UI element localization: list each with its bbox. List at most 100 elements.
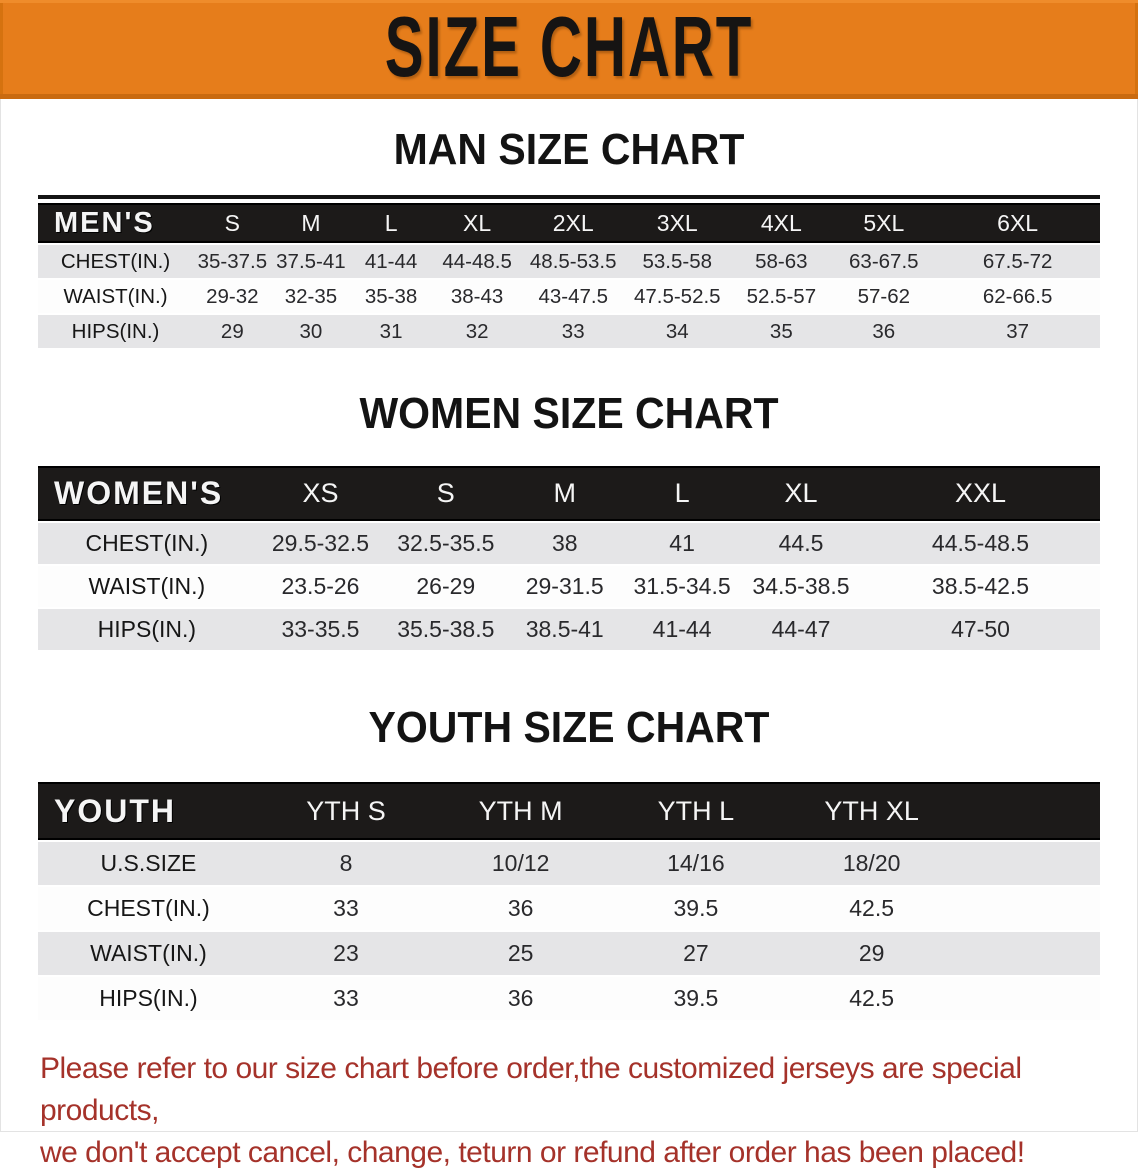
table-group-label: MEN'S xyxy=(38,203,194,243)
size-value-cell: 35 xyxy=(730,315,833,348)
row-label: WAIST(IN.) xyxy=(38,566,256,607)
size-value-cell: 44.5 xyxy=(741,523,862,564)
women-size-table-wrap: WOMEN'S XS S M L XL XXL CHEST(IN.) 29.5-32.5 32.… xyxy=(38,464,1100,652)
row-label: WAIST(IN.) xyxy=(38,932,259,975)
row-label: CHEST(IN.) xyxy=(38,245,194,278)
women-header-row: WOMEN'S XS S M L XL XXL xyxy=(38,466,1100,521)
size-value-cell: 47.5-52.5 xyxy=(624,280,731,313)
size-value-cell: 41-44 xyxy=(623,609,742,650)
size-value-cell: 32.5-35.5 xyxy=(385,523,507,564)
size-value-cell: 27 xyxy=(608,932,784,975)
filler-cell xyxy=(959,887,1100,930)
size-value-cell: 30 xyxy=(271,315,351,348)
column-header: 4XL xyxy=(730,203,833,243)
size-value-cell: 14/16 xyxy=(608,842,784,885)
youth-size-table-wrap: YOUTH YTH S YTH M YTH L YTH XL U.S.SIZE 8 10/1… xyxy=(38,780,1100,1022)
size-value-cell: 41-44 xyxy=(350,245,432,278)
column-header: S xyxy=(385,466,507,521)
size-value-cell: 62-66.5 xyxy=(935,280,1100,313)
size-value-cell: 29 xyxy=(783,932,960,975)
column-header: YTH S xyxy=(258,782,434,840)
size-value-cell: 34 xyxy=(624,315,731,348)
column-header: L xyxy=(350,203,432,243)
size-value-cell: 38.5-41 xyxy=(506,609,624,650)
row-label: WAIST(IN.) xyxy=(38,280,194,313)
size-value-cell: 33 xyxy=(522,315,625,348)
table-group-label: YOUTH xyxy=(38,782,259,840)
size-value-cell: 63-67.5 xyxy=(832,245,936,278)
size-value-cell: 53.5-58 xyxy=(624,245,731,278)
size-value-cell: 48.5-53.5 xyxy=(522,245,625,278)
size-value-cell: 29.5-32.5 xyxy=(255,523,386,564)
size-value-cell: 36 xyxy=(433,887,609,930)
size-value-cell: 31 xyxy=(350,315,432,348)
order-disclaimer: Please refer to our size chart before or… xyxy=(40,1048,1108,1174)
column-header: XS xyxy=(255,466,386,521)
size-value-cell: 38-43 xyxy=(431,280,523,313)
banner: SIZE CHART xyxy=(0,0,1138,99)
size-value-cell: 18/20 xyxy=(783,842,960,885)
column-header: YTH L xyxy=(608,782,784,840)
table-row: WAIST(IN.) 29-32 32-35 35-38 38-43 43-47.5 47.… xyxy=(38,280,1100,313)
size-value-cell: 10/12 xyxy=(433,842,609,885)
men-section-heading: MAN SIZE CHART xyxy=(393,124,745,174)
column-header: YTH M xyxy=(433,782,609,840)
size-value-cell: 37 xyxy=(935,315,1100,348)
size-value-cell: 39.5 xyxy=(608,977,784,1020)
column-header: L xyxy=(623,466,742,521)
size-value-cell: 31.5-34.5 xyxy=(623,566,742,607)
size-value-cell: 8 xyxy=(258,842,434,885)
size-value-cell: 29-31.5 xyxy=(506,566,624,607)
table-row: HIPS(IN.) 33-35.5 35.5-38.5 38.5-41 41-44 44-… xyxy=(38,609,1100,650)
column-header: XXL xyxy=(861,466,1100,521)
size-value-cell: 35-37.5 xyxy=(193,245,272,278)
column-header: XL xyxy=(431,203,523,243)
row-label: HIPS(IN.) xyxy=(38,315,194,348)
table-row: U.S.SIZE 8 10/12 14/16 18/20 xyxy=(38,842,1100,885)
filler-cell xyxy=(959,932,1100,975)
size-value-cell: 36 xyxy=(433,977,609,1020)
row-label: CHEST(IN.) xyxy=(38,523,256,564)
size-value-cell: 38 xyxy=(506,523,624,564)
column-header: M xyxy=(506,466,624,521)
size-value-cell: 43-47.5 xyxy=(522,280,625,313)
column-header: M xyxy=(271,203,351,243)
size-value-cell: 67.5-72 xyxy=(935,245,1100,278)
filler-cell xyxy=(959,782,1100,840)
size-value-cell: 47-50 xyxy=(861,609,1100,650)
women-section-heading: WOMEN SIZE CHART xyxy=(359,388,779,438)
column-header: 3XL xyxy=(624,203,731,243)
column-header: YTH XL xyxy=(783,782,960,840)
table-row: WAIST(IN.) 23.5-26 26-29 29-31.5 31.5-34.5 34… xyxy=(38,566,1100,607)
size-value-cell: 25 xyxy=(433,932,609,975)
size-value-cell: 29 xyxy=(193,315,272,348)
size-value-cell: 57-62 xyxy=(832,280,936,313)
disclaimer-line-2: we don't accept cancel, change, teturn o… xyxy=(40,1136,1025,1169)
size-value-cell: 35.5-38.5 xyxy=(385,609,507,650)
column-header: XL xyxy=(741,466,862,521)
filler-cell xyxy=(959,842,1100,885)
size-value-cell: 41 xyxy=(623,523,742,564)
size-value-cell: 36 xyxy=(832,315,936,348)
size-value-cell: 37.5-41 xyxy=(271,245,351,278)
size-value-cell: 38.5-42.5 xyxy=(861,566,1100,607)
table-row: WAIST(IN.) 23 25 27 29 xyxy=(38,932,1100,975)
disclaimer-line-1: Please refer to our size chart before or… xyxy=(40,1052,1022,1127)
men-size-table: MEN'S S M L XL 2XL 3XL 4XL 5XL 6XL CHEST(IN.) 35-3… xyxy=(38,201,1100,350)
size-value-cell: 44-48.5 xyxy=(431,245,523,278)
size-value-cell: 52.5-57 xyxy=(730,280,833,313)
table-group-label: WOMEN'S xyxy=(38,466,256,521)
table-row: CHEST(IN.) 33 36 39.5 42.5 xyxy=(38,887,1100,930)
size-value-cell: 33-35.5 xyxy=(255,609,386,650)
youth-size-table: YOUTH YTH S YTH M YTH L YTH XL U.S.SIZE 8 10/1… xyxy=(38,780,1100,1022)
column-header: 2XL xyxy=(522,203,625,243)
filler-cell xyxy=(959,977,1100,1020)
size-value-cell: 23 xyxy=(258,932,434,975)
men-size-table-wrap: MEN'S S M L XL 2XL 3XL 4XL 5XL 6XL CHEST(IN.) 35-3… xyxy=(38,195,1100,350)
size-value-cell: 32 xyxy=(431,315,523,348)
size-value-cell: 42.5 xyxy=(783,977,960,1020)
table-row: CHEST(IN.) 35-37.5 37.5-41 41-44 44-48.5 48.5… xyxy=(38,245,1100,278)
poster-title: SIZE CHART xyxy=(384,0,754,95)
size-value-cell: 42.5 xyxy=(783,887,960,930)
